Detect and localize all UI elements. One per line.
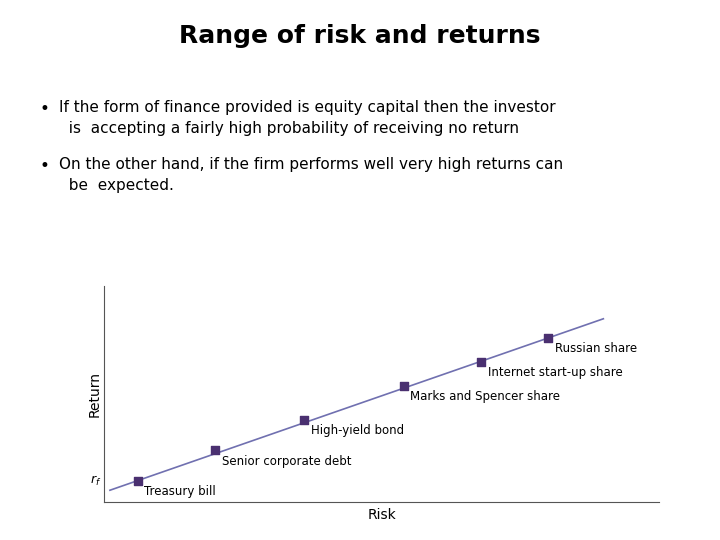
X-axis label: Risk: Risk — [367, 508, 396, 522]
Point — [542, 334, 554, 342]
Text: Internet start-up share: Internet start-up share — [488, 366, 623, 379]
Text: •: • — [40, 100, 50, 118]
Text: High-yield bond: High-yield bond — [310, 424, 404, 437]
Text: If the form of finance provided is equity capital then the investor: If the form of finance provided is equit… — [59, 100, 556, 115]
Point — [398, 381, 410, 390]
Y-axis label: Return: Return — [88, 371, 102, 417]
Text: Marks and Spencer share: Marks and Spencer share — [410, 390, 560, 403]
Text: $r_f$: $r_f$ — [90, 474, 102, 488]
Text: Russian share: Russian share — [554, 342, 636, 355]
Text: Range of risk and returns: Range of risk and returns — [179, 24, 541, 48]
Point — [210, 446, 221, 455]
Text: be  expected.: be expected. — [59, 178, 174, 193]
Text: is  accepting a fairly high probability of receiving no return: is accepting a fairly high probability o… — [59, 122, 519, 137]
Point — [132, 476, 143, 485]
Point — [298, 416, 310, 424]
Text: •: • — [40, 157, 50, 174]
Point — [476, 357, 487, 366]
Text: Treasury bill: Treasury bill — [144, 485, 216, 498]
Text: Senior corporate debt: Senior corporate debt — [222, 455, 351, 468]
Text: On the other hand, if the firm performs well very high returns can: On the other hand, if the firm performs … — [59, 157, 563, 172]
